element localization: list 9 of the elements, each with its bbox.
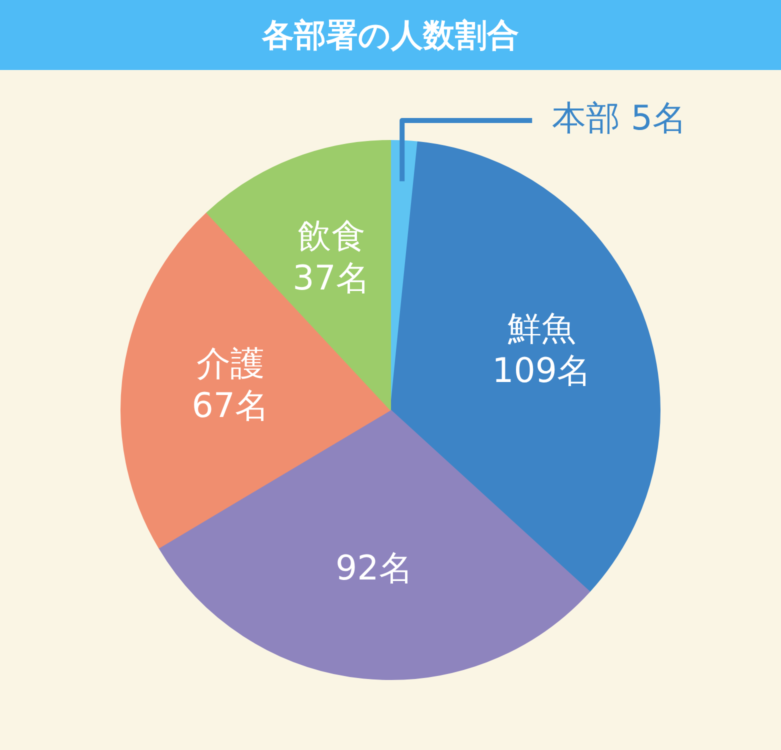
- data-label: 37名: [292, 258, 370, 298]
- data-label: 109名: [492, 351, 592, 392]
- chart-title: 各部署の人数割合: [0, 0, 781, 70]
- slice-label: 介護: [196, 344, 264, 384]
- data-label: 67名: [192, 386, 270, 426]
- slice-label: 鮮魚: [508, 309, 576, 350]
- slice-label: 本部 5名: [552, 98, 687, 138]
- data-label: 92名: [336, 548, 413, 589]
- slice-label: 飲食: [297, 216, 366, 256]
